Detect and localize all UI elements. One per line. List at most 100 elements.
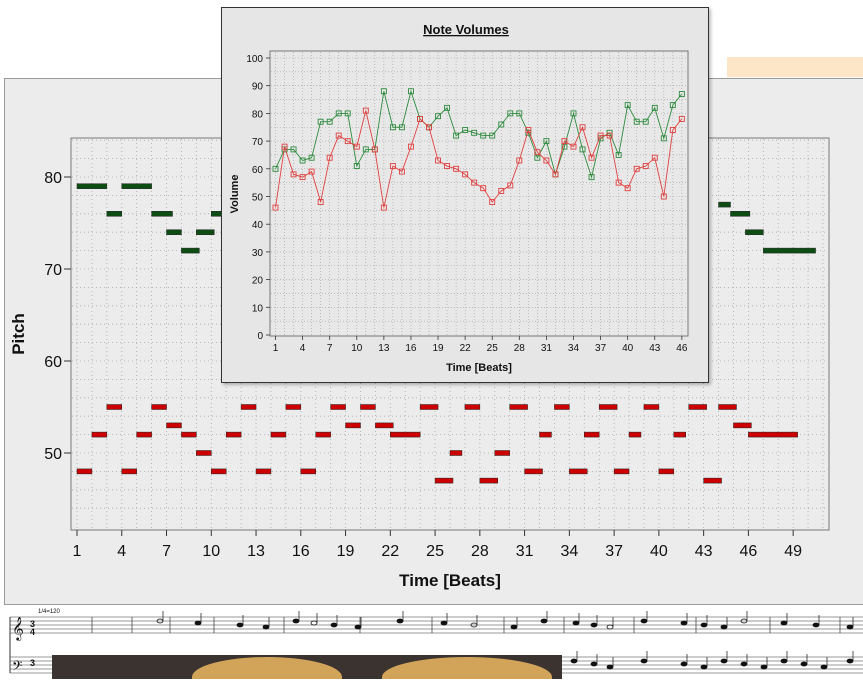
popup-y-tick-label: 20 bbox=[252, 276, 264, 287]
treble-note-head bbox=[846, 624, 854, 630]
bass-note-bar bbox=[449, 450, 463, 456]
x-tick-label: 31 bbox=[516, 543, 534, 560]
melody-volume-point bbox=[362, 146, 369, 153]
y-tick-label: 80 bbox=[44, 170, 62, 187]
x-tick-label: 10 bbox=[202, 543, 220, 560]
popup-x-tick-label: 46 bbox=[676, 343, 688, 354]
popup-plot-area bbox=[269, 50, 689, 337]
y-tick-label: 60 bbox=[44, 354, 62, 371]
bass-volume-point bbox=[498, 188, 505, 194]
melody-volume-line bbox=[275, 89, 683, 179]
melody-note-bar bbox=[763, 247, 816, 254]
popup-x-tick-label: 37 bbox=[595, 343, 607, 354]
bass-note-head bbox=[570, 658, 578, 664]
melody-volume-point bbox=[678, 91, 685, 97]
bass-note-head bbox=[720, 658, 728, 664]
melody-volume-point bbox=[335, 110, 342, 117]
bass-volume-point bbox=[462, 171, 469, 178]
bass-time-sig-top: 3 bbox=[30, 658, 35, 668]
melody-volume-point bbox=[471, 129, 478, 136]
bass-volume-point bbox=[426, 124, 432, 131]
y-axis-title: Pitch bbox=[9, 313, 28, 355]
treble-note-head bbox=[680, 620, 688, 626]
treble-note-head bbox=[540, 618, 548, 624]
popup-x-tick-label: 7 bbox=[327, 343, 333, 354]
time-sig-bottom: 4 bbox=[30, 627, 35, 637]
popup-y-tick-label: 30 bbox=[252, 248, 264, 259]
popup-x-tick-label: 40 bbox=[622, 343, 634, 354]
bass-note-head bbox=[760, 664, 768, 670]
bass-note-head bbox=[606, 664, 614, 670]
bass-volume-point bbox=[516, 157, 523, 164]
popup-y-tick-label: 60 bbox=[252, 165, 264, 176]
bass-note-bar bbox=[718, 404, 737, 410]
melody-volume-point bbox=[588, 174, 595, 181]
bass-volume-point bbox=[290, 171, 297, 178]
bass-note-bar bbox=[509, 404, 528, 410]
bass-note-bar bbox=[330, 404, 346, 410]
x-axis-title: Time [Beats] bbox=[399, 571, 501, 590]
treble-note-head bbox=[354, 624, 362, 630]
tempo-marking: 1/4=120 bbox=[38, 609, 61, 615]
popup-x-axis-title: Time [Beats] bbox=[446, 362, 512, 374]
melody-volume-point bbox=[570, 110, 577, 117]
bass-volume-point bbox=[624, 185, 631, 192]
melody-volume-point bbox=[507, 110, 514, 117]
popup-y-tick-label: 100 bbox=[246, 54, 263, 65]
melody-volume-point bbox=[317, 118, 324, 125]
popup-y-tick-label: 10 bbox=[252, 303, 264, 314]
x-tick-label: 40 bbox=[650, 543, 668, 560]
bass-note-bar bbox=[181, 431, 197, 438]
x-tick-label: 22 bbox=[381, 543, 399, 560]
bass-note-bar bbox=[479, 477, 498, 484]
treble-note-head bbox=[330, 622, 338, 628]
bass-note-bar bbox=[196, 450, 212, 456]
bass-note-bar bbox=[598, 404, 618, 410]
x-tick-label: 7 bbox=[162, 543, 171, 560]
bass-volume-point bbox=[326, 154, 333, 161]
treble-note-head bbox=[572, 620, 580, 626]
melody-volume-point bbox=[462, 127, 469, 133]
treble-note-head bbox=[396, 618, 404, 624]
bass-volume-point bbox=[606, 132, 613, 139]
bass-volume-point bbox=[308, 168, 315, 175]
melody-volume-point bbox=[290, 146, 297, 153]
popup-y-tick-label: 40 bbox=[252, 220, 264, 231]
bass-note-bar bbox=[345, 422, 361, 429]
melody-volume-point bbox=[308, 154, 315, 161]
popup-y-tick-label: 80 bbox=[252, 109, 264, 120]
y-axis-ticks: 50 60 70 80 bbox=[44, 170, 71, 463]
bass-note-bar bbox=[166, 422, 182, 429]
bass-volume-point bbox=[362, 107, 369, 114]
melody-note-bar bbox=[718, 201, 731, 208]
bass-volume-point bbox=[579, 124, 586, 131]
popup-x-tick-label: 34 bbox=[568, 343, 580, 354]
melody-volume-point bbox=[453, 132, 460, 139]
bass-note-bar bbox=[225, 431, 242, 438]
bass-note-bar bbox=[733, 422, 752, 429]
bass-note-bar bbox=[748, 431, 798, 438]
melody-note-bar bbox=[106, 211, 123, 217]
bass-note-bar bbox=[613, 468, 630, 475]
x-tick-label: 46 bbox=[740, 543, 758, 560]
bass-note-head bbox=[640, 658, 648, 664]
popup-y-axis-title: Volume bbox=[229, 175, 241, 214]
bass-note-bar bbox=[255, 468, 272, 475]
melody-volume-point bbox=[435, 113, 441, 120]
bass-note-head bbox=[700, 664, 708, 670]
melody-volume-point bbox=[624, 102, 631, 109]
bass-note-bar bbox=[569, 468, 588, 475]
popup-y-tick-label: 90 bbox=[252, 82, 264, 93]
treble-note-head bbox=[590, 622, 598, 628]
bass-note-bar bbox=[375, 422, 394, 429]
bass-volume-point bbox=[651, 154, 658, 161]
bass-note-bar bbox=[658, 468, 675, 475]
melody-volume-point bbox=[398, 124, 405, 131]
x-axis-ticks: 1 4 7 10 13 16 19 22 25 28 31 34 37 40 43 46 49 bbox=[73, 530, 802, 560]
bass-volume-point bbox=[380, 204, 387, 211]
melody-note-bar bbox=[196, 229, 215, 235]
bass-volume-point bbox=[398, 168, 405, 175]
treble-note-head bbox=[812, 622, 820, 628]
bass-volume-point bbox=[507, 182, 514, 189]
staff-notes bbox=[156, 611, 854, 670]
